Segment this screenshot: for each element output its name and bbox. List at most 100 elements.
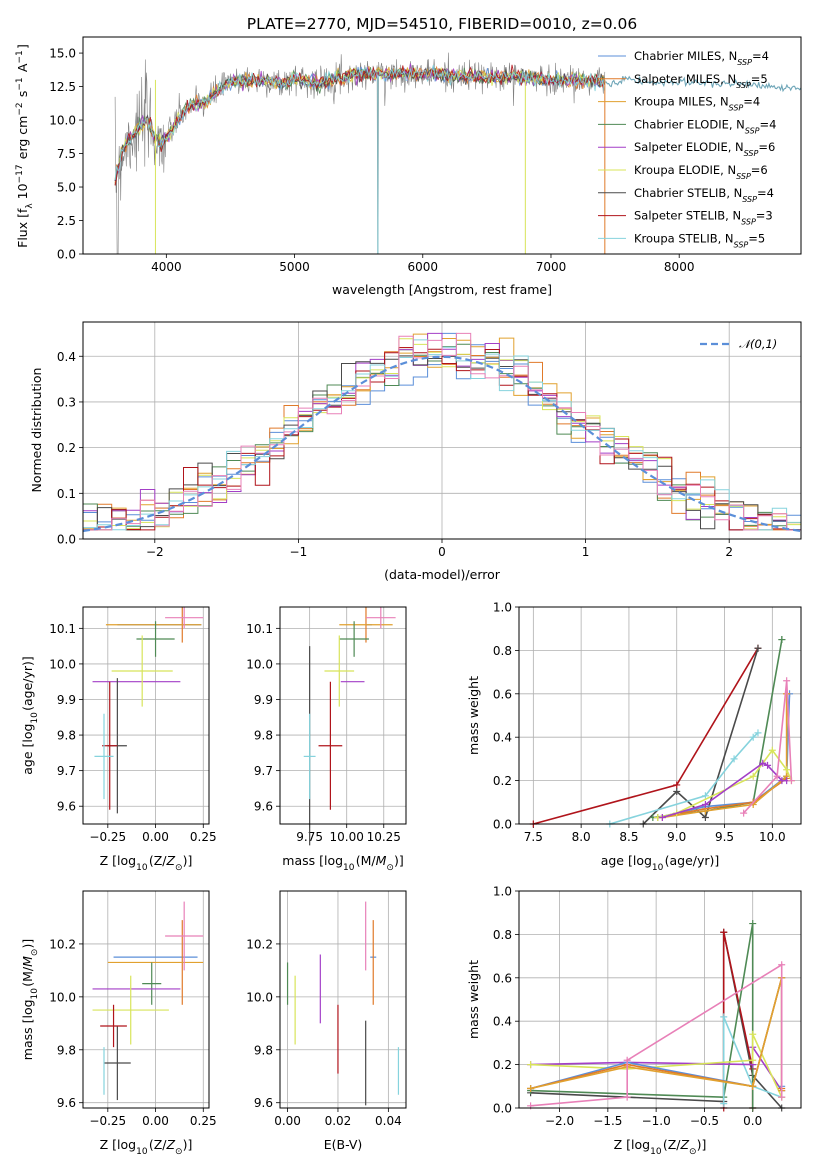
x-axis-label: Z [log10 (Z/Z⊙)] <box>100 853 193 873</box>
x-axis-label: (data-model)/error <box>384 567 501 582</box>
x-tick-label: 10.25 <box>367 830 401 844</box>
x-tick-label: 0.25 <box>190 830 217 844</box>
massweight-marker <box>773 772 781 780</box>
errorbar-point-6 <box>324 635 355 707</box>
massweight-marker <box>749 733 757 741</box>
massweight-marker <box>720 928 728 936</box>
massweight-marker <box>701 800 709 808</box>
x-axis-label: Z [log10 (Z/Z⊙)] <box>100 1137 193 1157</box>
y-tick-label: 10.0 <box>49 657 76 671</box>
model-line-3 <box>114 66 605 183</box>
massweight-marker <box>787 777 795 785</box>
massweight-line-4 <box>652 639 783 819</box>
errorbar-point-4 <box>142 962 162 1005</box>
x-tick-label: 6000 <box>407 260 438 274</box>
y-axis-label: mass weight <box>466 960 481 1039</box>
massweight-marker <box>720 1100 728 1108</box>
errorbar-point-6 <box>92 975 169 1045</box>
y-tick-label: 9.8 <box>57 729 76 743</box>
errorbar-point-10 <box>165 901 204 971</box>
legend-entry-9: Kroupa STELIB, NSSP=5 <box>634 231 765 249</box>
massweight-marker <box>623 1093 631 1101</box>
x-tick-label: 7000 <box>536 260 567 274</box>
residual-panel: −2 −1 0 1 2 0.0 0.1 0.2 0.3 0.4 𝒩(0,1) (data-model)… <box>29 321 802 582</box>
massweight-marker <box>673 781 681 789</box>
x-tick-label: 10.00 <box>330 830 364 844</box>
y-tick-label: 0.6 <box>493 687 512 701</box>
y-tick-label: 0.8 <box>493 644 512 658</box>
y-tick-label: 7.5 <box>57 147 76 161</box>
massweight-marker <box>778 636 786 644</box>
x-tick-label: 8.5 <box>619 830 638 844</box>
x-tick-label: 2 <box>725 545 733 559</box>
massweight-line-4 <box>722 1016 782 1104</box>
axes-frame <box>518 890 802 1109</box>
errorbar-point-8 <box>318 681 343 810</box>
y-tick-label: 9.8 <box>254 1043 273 1057</box>
y-tick-label: 10.0 <box>49 990 76 1004</box>
errorbar-point-10 <box>165 607 204 629</box>
massweight-marker <box>783 677 791 685</box>
y-tick-label: 9.9 <box>57 693 76 707</box>
y-tick-label: 9.8 <box>254 729 273 743</box>
y-tick-label: 10.2 <box>49 937 76 951</box>
legend-entry-5: Salpeter ELODIE, NSSP=6 <box>634 140 775 158</box>
y-tick-label: 0.2 <box>57 441 76 455</box>
y-tick-label: 9.7 <box>254 764 273 778</box>
x-tick-label: 0.00 <box>274 1114 301 1128</box>
x-tick-label: −2.0 <box>545 1114 574 1128</box>
axes-frame <box>279 890 407 1109</box>
legend-entry-1: Chabrier MILES, NSSP=4 <box>634 49 769 67</box>
massweight-marker <box>768 746 776 754</box>
massweight-marker <box>749 1030 757 1038</box>
massweight-marker <box>749 1056 757 1064</box>
massweight-marker <box>754 729 762 737</box>
x-tick-label: 7.5 <box>524 830 543 844</box>
y-tick-label: 9.8 <box>57 1043 76 1057</box>
x-tick-label: −0.25 <box>89 830 126 844</box>
y-axis-label: mass [log10 (M/M⊙)] <box>20 939 40 1060</box>
model-line-9 <box>114 64 605 180</box>
errorbar-point-8 <box>100 1004 127 1048</box>
errorbar-point-8 <box>102 681 118 810</box>
x-tick-label: 9.0 <box>667 830 686 844</box>
age-vs-metallicity-panel: −0.25 0.00 0.25 9.6 9.7 9.8 9.9 10.0 10.1 Z [log1… <box>20 606 217 873</box>
model-line-5 <box>114 63 605 182</box>
errorbar-point-6 <box>111 635 173 707</box>
axes-frame <box>82 36 802 255</box>
x-tick-label: −0.5 <box>690 1114 719 1128</box>
y-axis-label: mass weight <box>466 676 481 755</box>
legend-entry-4: Chabrier ELODIE, NSSP=4 <box>634 117 776 135</box>
axes-frame <box>279 606 407 825</box>
legend-entry-normal: 𝒩(0,1) <box>739 337 777 351</box>
massweight-marker <box>740 809 748 817</box>
x-tick-label: −0.25 <box>89 1114 126 1128</box>
y-tick-label: 10.1 <box>49 622 76 636</box>
x-tick-label: 4000 <box>151 260 182 274</box>
x-tick-label: 0.02 <box>325 1114 352 1128</box>
massweight-marker <box>783 766 791 774</box>
model-line-2 <box>114 65 605 186</box>
y-tick-label: 10.0 <box>246 657 273 671</box>
y-tick-label: 0.3 <box>57 395 76 409</box>
massweight-marker <box>673 787 681 795</box>
model-line-8 <box>114 64 605 186</box>
model-line-6 <box>114 66 605 180</box>
legend-entry-8: Salpeter STELIB, NSSP=3 <box>634 209 773 227</box>
y-tick-label: 0.8 <box>493 928 512 942</box>
y-tick-label: 0.4 <box>493 1015 512 1029</box>
y-tick-label: 0.4 <box>57 350 76 364</box>
massweight-marker <box>527 1061 535 1069</box>
x-tick-label: 10.0 <box>759 830 786 844</box>
x-tick-label: 1 <box>582 545 590 559</box>
y-tick-label: 9.6 <box>254 800 273 814</box>
massweight-marker <box>754 644 762 652</box>
errorbar-point-4 <box>339 621 369 657</box>
axes-frame <box>82 890 210 1109</box>
axes-frame <box>518 606 802 825</box>
y-tick-label: 1.0 <box>493 885 512 899</box>
y-tick-label: 0.0 <box>57 248 76 262</box>
massweight-marker <box>778 1093 786 1101</box>
x-tick-label: 8000 <box>664 260 695 274</box>
